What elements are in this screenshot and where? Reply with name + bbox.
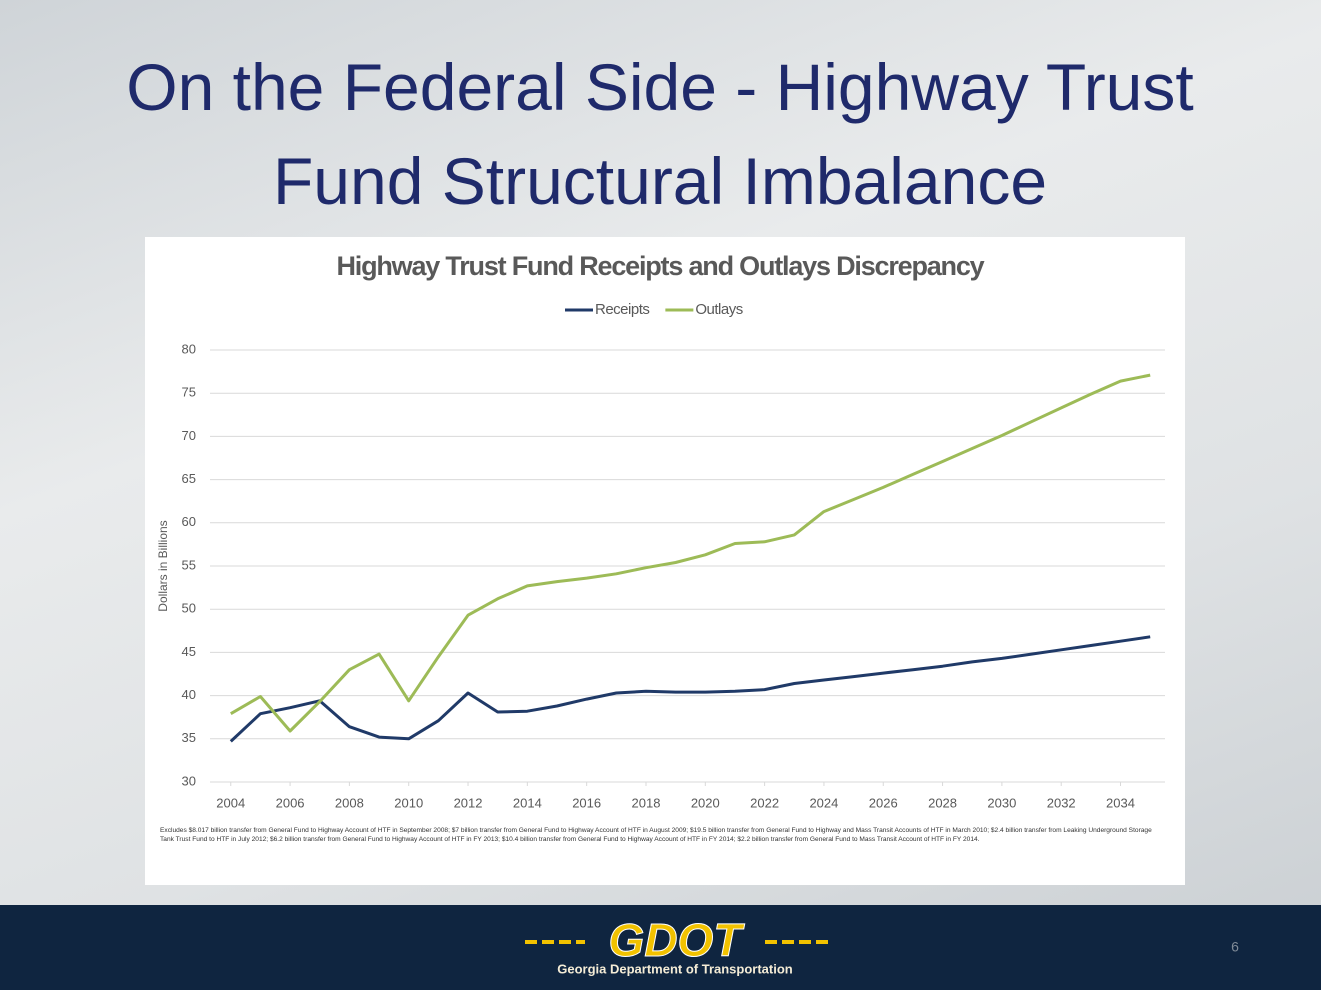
x-tick-label: 2012 <box>454 795 483 810</box>
y-tick-label: 55 <box>182 557 196 572</box>
x-tick-label: 2026 <box>869 795 898 810</box>
x-tick-label: 2028 <box>928 795 957 810</box>
footnote: Excludes $8.017 billion transfer from Ge… <box>160 827 1152 843</box>
data-line <box>229 635 1151 743</box>
x-tick-label: 2014 <box>513 795 542 810</box>
x-tick-label: 2016 <box>572 795 601 810</box>
y-tick-label: 60 <box>182 514 196 529</box>
chart-title: Highway Trust Fund Receipts and Outlays … <box>337 251 985 281</box>
x-tick-label: 2032 <box>1047 795 1076 810</box>
chart-panel <box>145 237 1185 885</box>
legend-label: Receipts <box>595 301 649 318</box>
organization: Georgia Department of Transportation <box>557 961 793 976</box>
y-tick-label: 65 <box>182 471 196 486</box>
footer-band <box>0 905 1321 990</box>
x-tick-label: 2008 <box>335 795 364 810</box>
x-tick-label: 2018 <box>632 795 661 810</box>
data-line <box>230 373 1151 733</box>
y-tick-label: 70 <box>182 428 196 443</box>
x-tick-label: 2024 <box>809 795 838 810</box>
x-tick-label: 2034 <box>1106 795 1135 810</box>
y-tick-label: 80 <box>182 341 196 356</box>
page-number: 6 <box>1231 939 1239 955</box>
slide-title: On the Federal Side - Highway Trust Fund… <box>126 50 1194 218</box>
y-tick-label: 30 <box>182 773 196 788</box>
x-tick-label: 2020 <box>691 795 720 810</box>
y-tick-label: 40 <box>182 687 196 702</box>
x-tick-label: 2004 <box>216 795 245 810</box>
y-tick-label: 45 <box>182 644 196 659</box>
logo: GDOT <box>609 914 746 966</box>
x-tick-label: 2010 <box>394 795 423 810</box>
y-tick-label: 50 <box>182 601 196 616</box>
y-tick-label: 35 <box>182 730 196 745</box>
y-tick-label: 75 <box>182 385 196 400</box>
x-tick-label: 2022 <box>750 795 779 810</box>
y-axis-label: Dollars in Billions <box>156 520 170 611</box>
x-tick-label: 2030 <box>987 795 1016 810</box>
plot-area: 30 35 40 45 50 55 60 65 70 75 80 2004 2006 2008 2010 20… <box>182 301 1165 810</box>
x-tick-label: 2006 <box>276 795 305 810</box>
legend-label: Outlays <box>695 301 742 318</box>
